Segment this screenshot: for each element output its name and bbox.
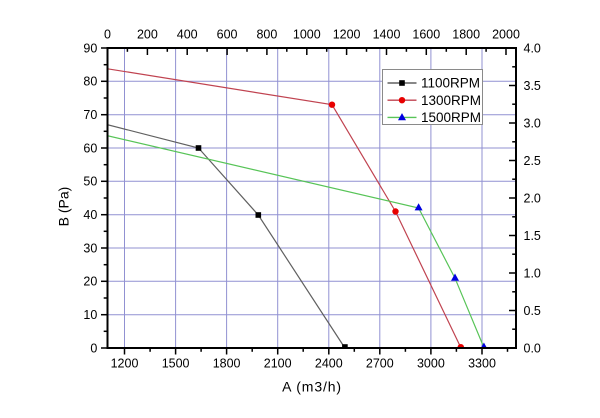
svg-text:200: 200 (137, 28, 158, 42)
svg-text:1200: 1200 (333, 28, 361, 42)
svg-text:2100: 2100 (264, 357, 292, 371)
svg-text:1200: 1200 (111, 357, 139, 371)
svg-text:40: 40 (83, 208, 97, 222)
svg-text:0: 0 (90, 341, 97, 355)
svg-text:1600: 1600 (412, 28, 440, 42)
svg-text:60: 60 (83, 141, 97, 155)
svg-text:0: 0 (104, 28, 111, 42)
svg-text:3.5: 3.5 (524, 79, 541, 93)
svg-text:2400: 2400 (315, 357, 343, 371)
svg-text:4.0: 4.0 (524, 41, 541, 55)
svg-text:1500: 1500 (162, 357, 190, 371)
svg-text:80: 80 (83, 75, 97, 89)
svg-text:90: 90 (83, 41, 97, 55)
svg-text:1500RPM: 1500RPM (421, 110, 481, 125)
svg-text:800: 800 (256, 28, 277, 42)
svg-text:1.0: 1.0 (524, 266, 541, 280)
svg-text:600: 600 (217, 28, 238, 42)
svg-text:400: 400 (177, 28, 198, 42)
svg-text:2000: 2000 (492, 28, 520, 42)
svg-text:2.0: 2.0 (524, 191, 541, 205)
svg-text:1000: 1000 (293, 28, 321, 42)
svg-text:2700: 2700 (366, 357, 394, 371)
svg-text:B (Pa): B (Pa) (56, 187, 72, 227)
svg-text:20: 20 (83, 275, 97, 289)
svg-text:3.0: 3.0 (524, 116, 541, 130)
svg-text:0.5: 0.5 (524, 304, 541, 318)
svg-text:1800: 1800 (213, 357, 241, 371)
svg-text:70: 70 (83, 108, 97, 122)
svg-text:50: 50 (83, 175, 97, 189)
svg-text:30: 30 (83, 241, 97, 255)
svg-text:1.5: 1.5 (524, 229, 541, 243)
svg-text:1100RPM: 1100RPM (421, 76, 480, 91)
svg-text:0.0: 0.0 (524, 341, 541, 355)
svg-text:3000: 3000 (417, 357, 445, 371)
svg-text:1800: 1800 (452, 28, 480, 42)
svg-text:10: 10 (83, 308, 97, 322)
svg-text:A (m3/h): A (m3/h) (282, 379, 342, 395)
svg-text:1400: 1400 (373, 28, 401, 42)
svg-text:3300: 3300 (468, 357, 496, 371)
svg-text:1300RPM: 1300RPM (421, 93, 481, 108)
svg-text:2.5: 2.5 (524, 154, 541, 168)
